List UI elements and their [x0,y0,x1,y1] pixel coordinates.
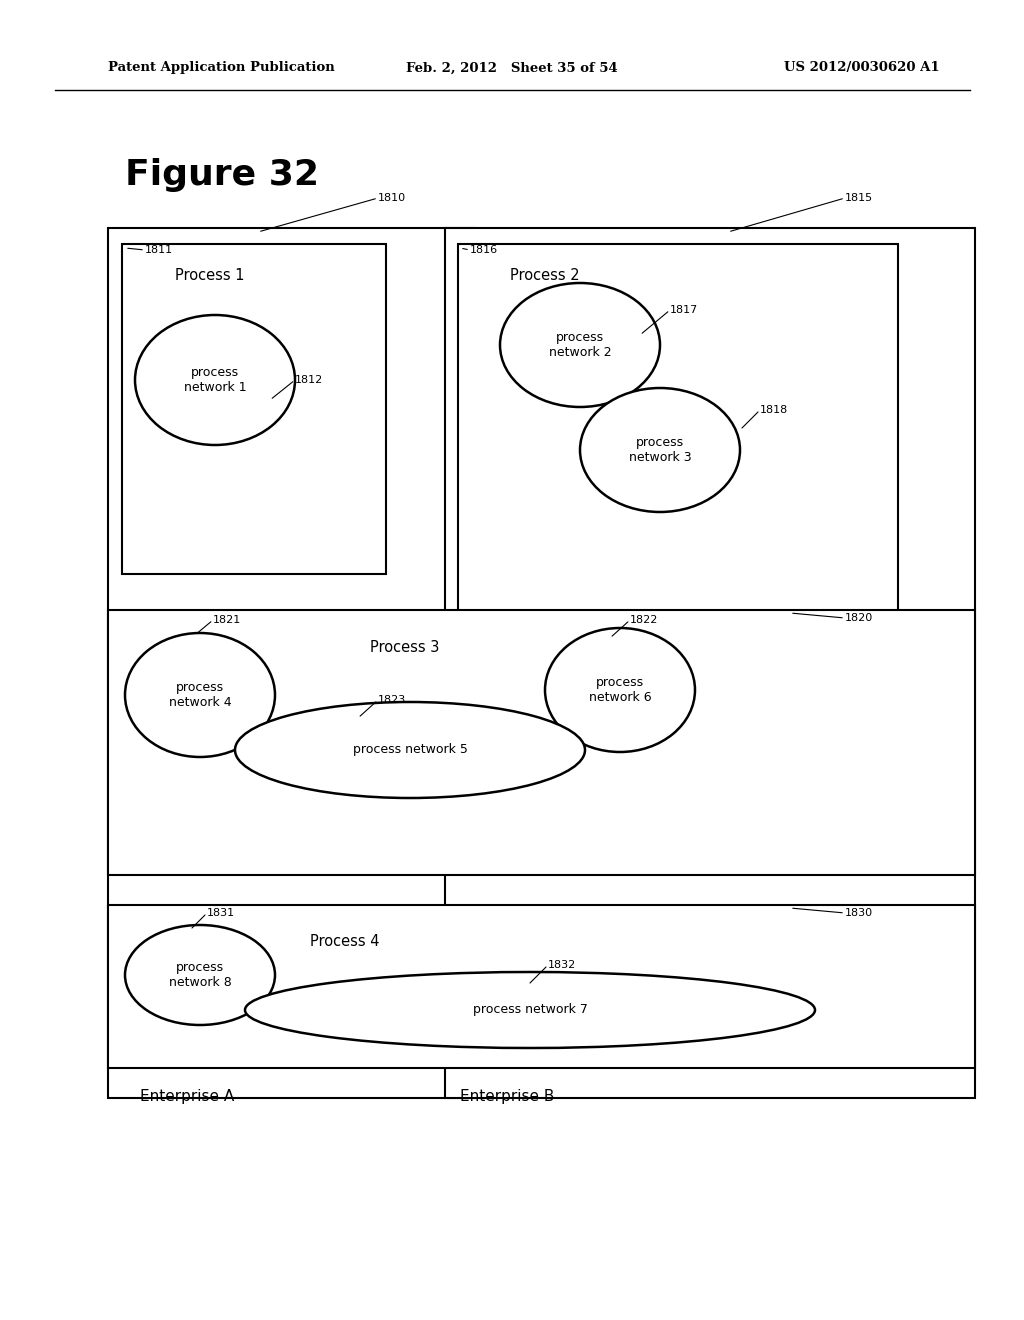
Text: Process 4: Process 4 [310,935,380,949]
Text: 1810: 1810 [378,193,407,203]
Text: process
network 1: process network 1 [183,366,247,393]
Text: Enterprise A: Enterprise A [140,1089,234,1104]
Ellipse shape [545,628,695,752]
Text: Process 2: Process 2 [510,268,580,284]
Text: 1821: 1821 [213,615,242,624]
Ellipse shape [135,315,295,445]
Bar [458,244,898,675]
Ellipse shape [580,388,740,512]
Text: 1816: 1816 [470,246,498,255]
Bar [108,906,975,1068]
Text: Figure 32: Figure 32 [125,158,319,191]
Text: 1831: 1831 [207,908,236,917]
Bar [108,610,975,875]
Bar [108,228,476,1098]
Text: process network 5: process network 5 [352,743,467,756]
Text: process
network 8: process network 8 [169,961,231,989]
Ellipse shape [125,634,275,756]
Text: 1820: 1820 [845,612,873,623]
Text: Process 3: Process 3 [370,639,439,655]
Text: Process 1: Process 1 [175,268,245,284]
Text: 1830: 1830 [845,908,873,917]
Text: 1822: 1822 [630,615,658,624]
Text: Enterprise B: Enterprise B [460,1089,554,1104]
Text: 1832: 1832 [548,960,577,970]
Text: Feb. 2, 2012   Sheet 35 of 54: Feb. 2, 2012 Sheet 35 of 54 [407,62,617,74]
Ellipse shape [125,925,275,1026]
Text: 1817: 1817 [670,305,698,315]
Ellipse shape [245,972,815,1048]
Text: process
network 4: process network 4 [169,681,231,709]
Text: process
network 6: process network 6 [589,676,651,704]
Text: process network 7: process network 7 [472,1003,588,1016]
Text: 1812: 1812 [295,375,324,385]
Text: US 2012/0030620 A1: US 2012/0030620 A1 [784,62,940,74]
Text: 1815: 1815 [845,193,873,203]
Text: 1818: 1818 [760,405,788,414]
Text: 1811: 1811 [145,246,173,255]
Ellipse shape [234,702,585,799]
Text: process
network 2: process network 2 [549,331,611,359]
Text: 1823: 1823 [378,696,407,705]
Text: process
network 3: process network 3 [629,436,691,465]
Bar [122,244,386,574]
Text: Patent Application Publication: Patent Application Publication [108,62,335,74]
Bar [445,228,975,1098]
Ellipse shape [500,282,660,407]
